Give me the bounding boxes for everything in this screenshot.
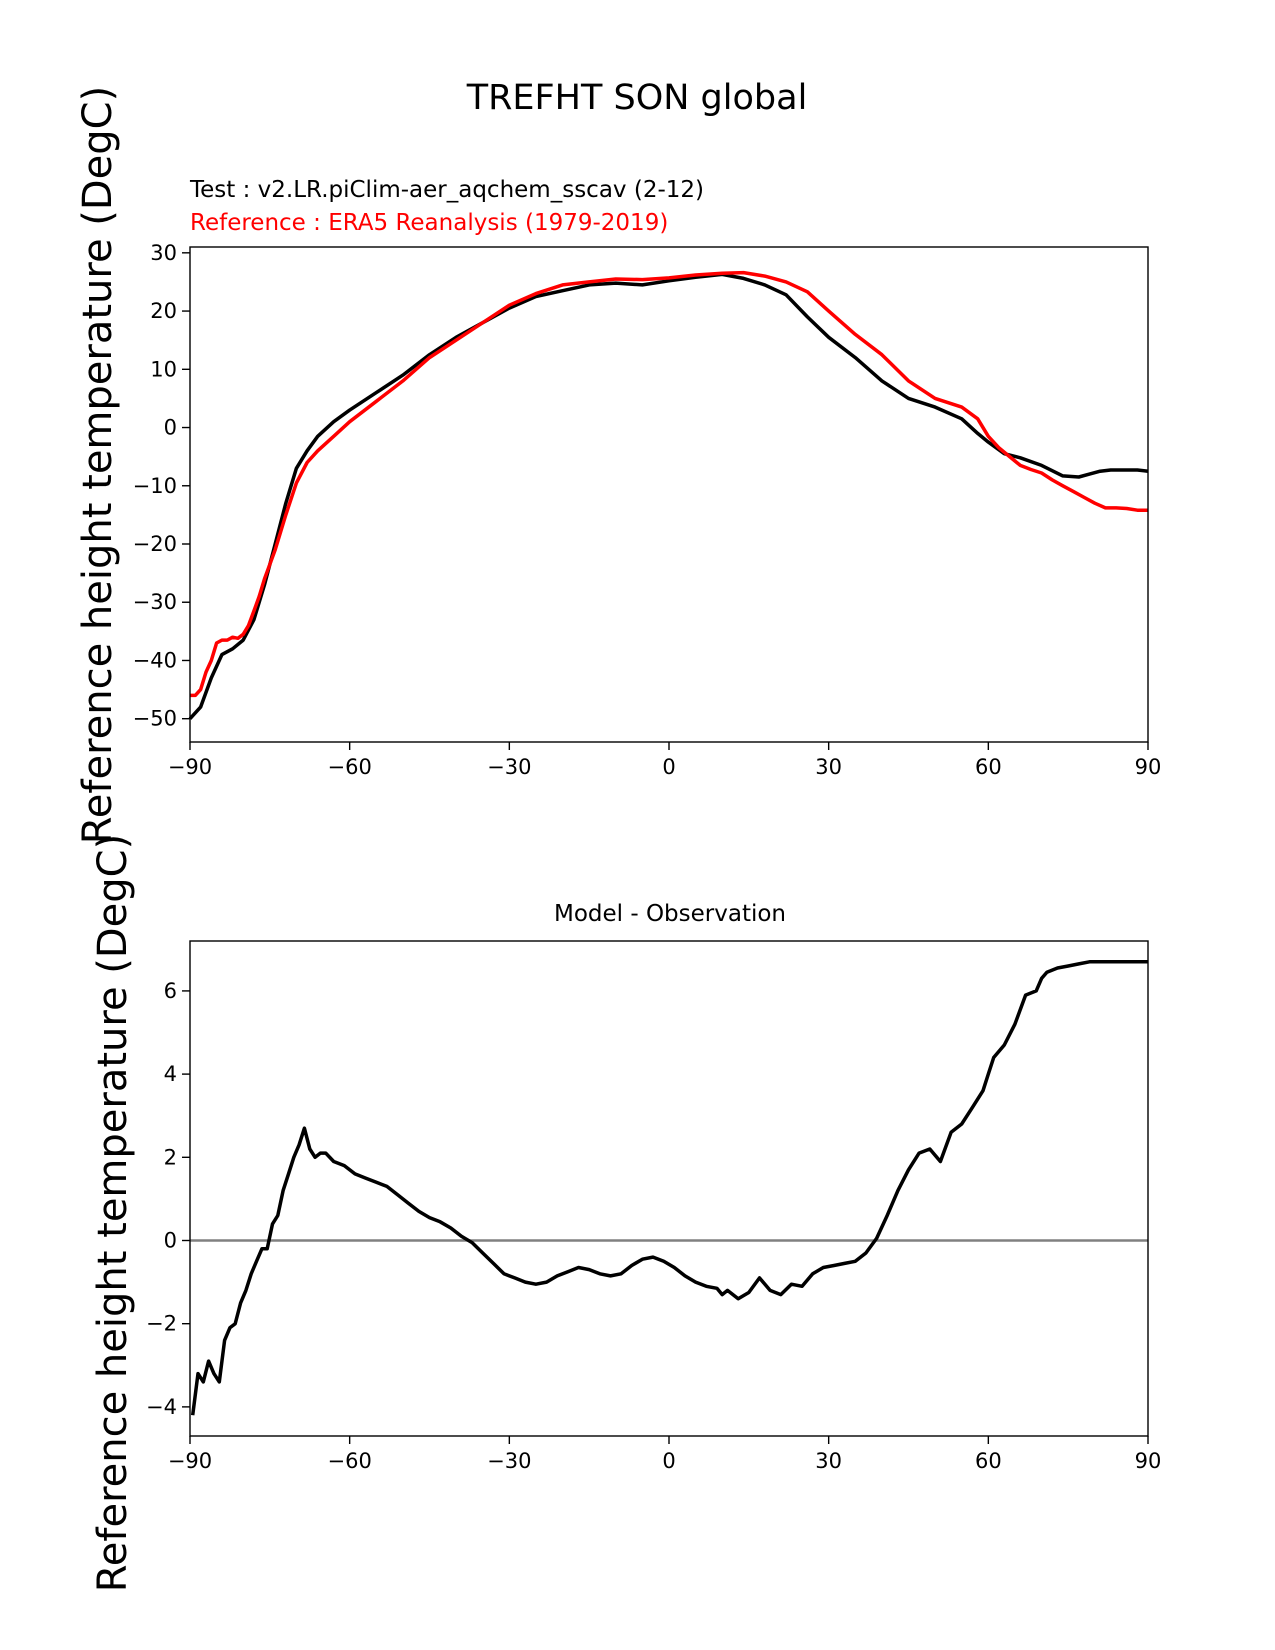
- top-x-tick-label: −60: [328, 755, 372, 779]
- top-y-tick-label: 20: [150, 299, 177, 323]
- top-x-tick-label: −90: [168, 755, 212, 779]
- bottom-y-tick-label: 6: [164, 979, 177, 1003]
- top-series-test-line: [188, 272, 1149, 720]
- bottom-x-tick-label: −60: [328, 1449, 372, 1473]
- top-y-axis-label: Reference height temperature (DegC): [75, 86, 121, 844]
- top-series-reference-line: [190, 270, 1148, 698]
- climatology-panel: Test : v2.LR.piClim-aer_aqchem_sscav (2-…: [75, 86, 1161, 844]
- bottom-x-tick-label: −30: [487, 1449, 531, 1473]
- figure-title: TREFHT SON global: [466, 78, 808, 118]
- difference-title: Model - Observation: [554, 901, 786, 927]
- top-x-tick-label: 0: [662, 755, 675, 779]
- reference-subtitle: Reference : ERA5 Reanalysis (1979-2019): [190, 210, 668, 236]
- test-subtitle: Test : v2.LR.piClim-aer_aqchem_sscav (2-…: [189, 177, 704, 203]
- top-axes-frame: [189, 246, 1149, 743]
- bottom-x-tick-label: 60: [975, 1449, 1002, 1473]
- bottom-y-tick-label: 0: [164, 1228, 177, 1252]
- bottom-plot-area: −90 −60 −30 0 30 60 90 −4 −2 0 2 4 6: [146, 940, 1162, 1473]
- bottom-x-tick-label: 30: [815, 1449, 842, 1473]
- top-y-tick-label: −40: [133, 648, 177, 672]
- bottom-y-tick-label: 4: [164, 1062, 177, 1086]
- bottom-y-tick-label: −2: [146, 1312, 177, 1336]
- top-x-tick-label: 60: [975, 755, 1002, 779]
- top-y-tick-label: −20: [133, 532, 177, 556]
- top-plot-area: −90 −60 −30 0 30 60 90 −50 −40 −30 −20 −10 0 10 20 30: [133, 241, 1162, 779]
- top-x-tick-label: −30: [487, 755, 531, 779]
- top-y-tick-label: 0: [164, 416, 177, 440]
- bottom-y-axis-label: Reference height temperature (DegC): [90, 834, 136, 1592]
- bottom-y-tick-label: −4: [146, 1395, 177, 1419]
- bottom-series-model-observation-line: [190, 960, 1148, 1416]
- top-y-tick-label: −10: [133, 474, 177, 498]
- top-x-tick-label: 90: [1135, 755, 1162, 779]
- bottom-x-tick-label: 90: [1135, 1449, 1162, 1473]
- bottom-axes-frame: [189, 940, 1149, 1437]
- top-y-tick-label: 10: [150, 357, 177, 381]
- top-y-tick-label: 30: [150, 241, 177, 265]
- top-y-tick-label: −30: [133, 590, 177, 614]
- top-x-tick-label: 30: [815, 755, 842, 779]
- top-y-tick-label: −50: [133, 707, 177, 731]
- bottom-x-tick-label: −90: [168, 1449, 212, 1473]
- bottom-x-tick-label: 0: [662, 1449, 675, 1473]
- bottom-y-tick-label: 2: [164, 1145, 177, 1169]
- difference-panel: Model - Observation Reference height tem…: [90, 834, 1161, 1592]
